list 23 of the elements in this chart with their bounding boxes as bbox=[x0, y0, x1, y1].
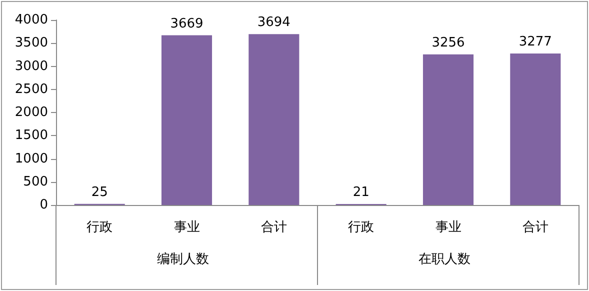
x-tick-label: 事业 bbox=[174, 220, 200, 235]
x-tick-label: 事业 bbox=[435, 220, 462, 235]
x-tick-label: 行政 bbox=[348, 220, 374, 235]
y-tick-label: 0 bbox=[40, 198, 48, 212]
data-label: 3256 bbox=[432, 35, 465, 50]
text: 在职人数 bbox=[418, 252, 470, 267]
x-tick-label: 合计 bbox=[260, 220, 287, 235]
data-label: 3694 bbox=[257, 15, 290, 30]
y-tick-label: 3000 bbox=[14, 58, 48, 74]
y-tick-label: 500 bbox=[23, 174, 48, 190]
y-tick-label: 2500 bbox=[14, 82, 48, 97]
y-tick-label: 3500 bbox=[14, 36, 48, 51]
text: 编制人数 bbox=[156, 252, 209, 267]
data-label: 21 bbox=[352, 185, 370, 200]
y-tick-label: 1000 bbox=[14, 151, 48, 166]
data-label: 3669 bbox=[170, 16, 204, 32]
y-tick-label: 1500 bbox=[14, 128, 48, 144]
data-label: 3277 bbox=[518, 34, 552, 50]
y-tick-label: 4000 bbox=[14, 12, 48, 28]
y-tick-label: 2000 bbox=[14, 105, 48, 120]
x-tick-label: 行政 bbox=[86, 220, 113, 235]
data-label: 25 bbox=[91, 184, 108, 200]
x-tick-label: 合计 bbox=[522, 220, 548, 235]
